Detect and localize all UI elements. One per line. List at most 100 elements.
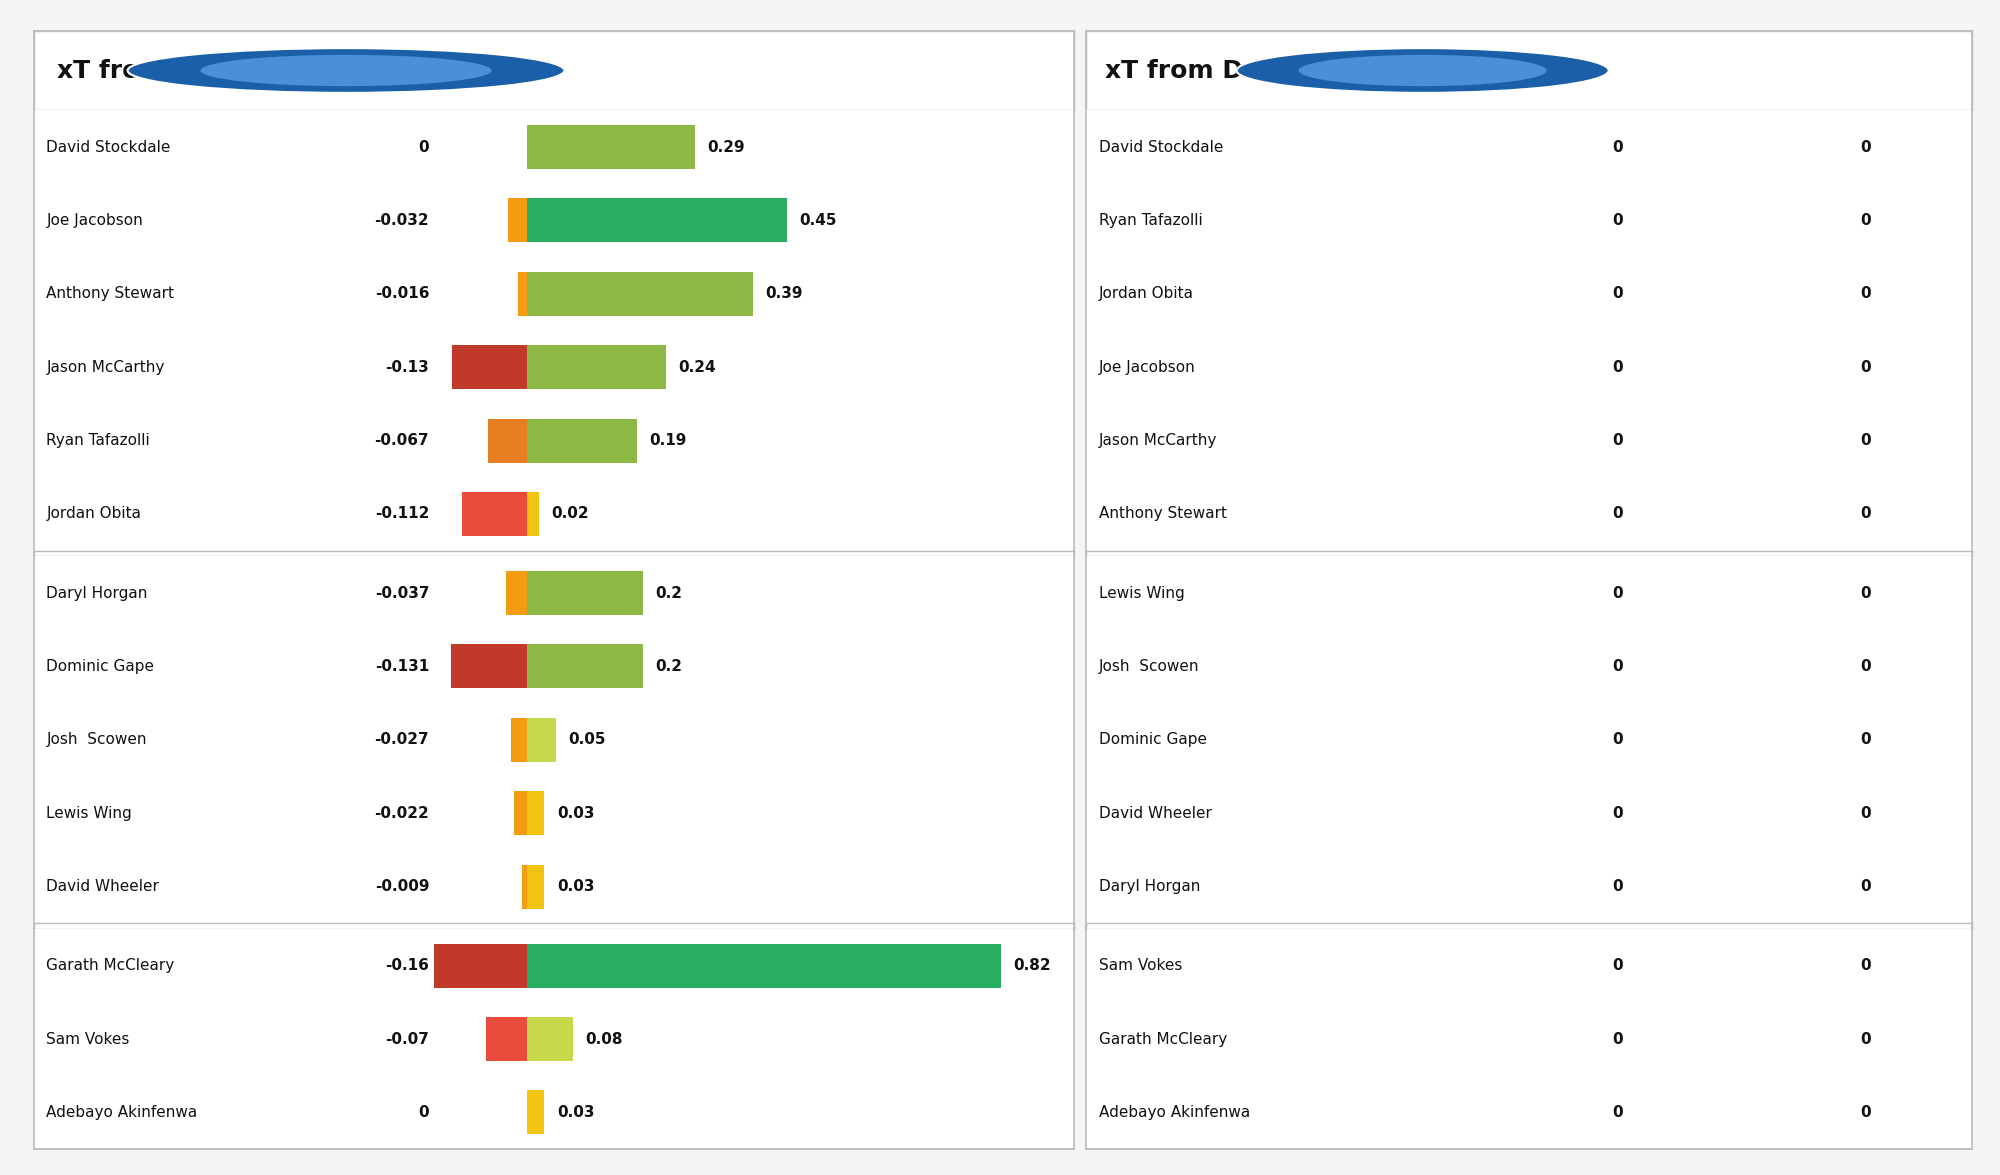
- Text: -0.009: -0.009: [374, 879, 430, 894]
- Text: Josh  Scowen: Josh Scowen: [1100, 659, 1200, 674]
- Text: Jason McCarthy: Jason McCarthy: [46, 360, 164, 375]
- Bar: [526, 944, 1002, 988]
- Bar: [518, 271, 526, 316]
- Ellipse shape: [1298, 55, 1546, 86]
- Bar: [512, 718, 526, 761]
- Text: -0.16: -0.16: [386, 959, 430, 973]
- Text: 0: 0: [1612, 1104, 1622, 1120]
- Text: 0.2: 0.2: [656, 585, 682, 600]
- Bar: [506, 571, 526, 616]
- Text: xT from Dribbles: xT from Dribbles: [1106, 59, 1340, 82]
- Text: 0: 0: [1612, 732, 1622, 747]
- Bar: [526, 791, 544, 835]
- Bar: [526, 718, 556, 761]
- Text: 0: 0: [1860, 287, 1870, 301]
- Bar: [526, 492, 538, 536]
- Text: Garath McCleary: Garath McCleary: [1100, 1032, 1228, 1047]
- Bar: [526, 199, 788, 242]
- Bar: [526, 865, 544, 908]
- Text: Daryl Horgan: Daryl Horgan: [46, 585, 148, 600]
- Text: 0: 0: [1860, 506, 1870, 522]
- Text: 0: 0: [1612, 959, 1622, 973]
- Text: David Wheeler: David Wheeler: [46, 879, 160, 894]
- Text: 0: 0: [1860, 1104, 1870, 1120]
- Text: Adebayo Akinfenwa: Adebayo Akinfenwa: [46, 1104, 198, 1120]
- Text: -0.032: -0.032: [374, 213, 430, 228]
- Text: David Wheeler: David Wheeler: [1100, 806, 1212, 820]
- Text: 0.24: 0.24: [678, 360, 716, 375]
- Text: 0: 0: [1612, 1032, 1622, 1047]
- Text: 0.45: 0.45: [800, 213, 838, 228]
- Bar: [486, 1018, 526, 1061]
- Text: Sam Vokes: Sam Vokes: [1100, 959, 1182, 973]
- Text: -0.067: -0.067: [374, 434, 430, 448]
- Bar: [452, 644, 526, 689]
- Text: 0: 0: [1860, 879, 1870, 894]
- Ellipse shape: [128, 48, 564, 93]
- Text: -0.016: -0.016: [374, 287, 430, 301]
- Bar: [526, 345, 666, 389]
- Bar: [526, 1018, 574, 1061]
- Text: -0.022: -0.022: [374, 806, 430, 820]
- Bar: [462, 492, 526, 536]
- Text: 0: 0: [1612, 585, 1622, 600]
- Text: Sam Vokes: Sam Vokes: [46, 1032, 130, 1047]
- Text: -0.037: -0.037: [374, 585, 430, 600]
- Text: David Stockdale: David Stockdale: [46, 140, 170, 155]
- Text: Jordan Obita: Jordan Obita: [46, 506, 142, 522]
- Bar: [526, 571, 642, 616]
- Text: 0.02: 0.02: [550, 506, 588, 522]
- Text: 0: 0: [1612, 879, 1622, 894]
- Text: 0: 0: [1612, 287, 1622, 301]
- Text: 0.08: 0.08: [586, 1032, 624, 1047]
- Text: 0: 0: [1612, 434, 1622, 448]
- Text: Ryan Tafazolli: Ryan Tafazolli: [1100, 213, 1204, 228]
- Text: Anthony Stewart: Anthony Stewart: [1100, 506, 1228, 522]
- Text: -0.112: -0.112: [374, 506, 430, 522]
- Text: xT from Passes: xT from Passes: [56, 59, 270, 82]
- Bar: [514, 791, 526, 835]
- Text: Dominic Gape: Dominic Gape: [46, 659, 154, 674]
- Text: 0: 0: [1860, 806, 1870, 820]
- Text: -0.07: -0.07: [386, 1032, 430, 1047]
- Text: Jason McCarthy: Jason McCarthy: [1100, 434, 1218, 448]
- Ellipse shape: [1236, 48, 1608, 93]
- Text: 0: 0: [1860, 732, 1870, 747]
- Text: Ryan Tafazolli: Ryan Tafazolli: [46, 434, 150, 448]
- Text: 0: 0: [1860, 360, 1870, 375]
- Text: Anthony Stewart: Anthony Stewart: [46, 287, 174, 301]
- Bar: [508, 199, 526, 242]
- Bar: [434, 944, 526, 988]
- Text: Lewis Wing: Lewis Wing: [46, 806, 132, 820]
- Text: 0: 0: [1612, 140, 1622, 155]
- Text: 0.03: 0.03: [556, 879, 594, 894]
- Text: -0.13: -0.13: [386, 360, 430, 375]
- Text: Josh  Scowen: Josh Scowen: [46, 732, 146, 747]
- Bar: [526, 271, 752, 316]
- Bar: [488, 418, 526, 463]
- Text: Lewis Wing: Lewis Wing: [1100, 585, 1186, 600]
- Bar: [526, 1090, 544, 1135]
- Text: 0.19: 0.19: [650, 434, 686, 448]
- Text: -0.027: -0.027: [374, 732, 430, 747]
- Text: 0.82: 0.82: [1014, 959, 1052, 973]
- Bar: [526, 644, 642, 689]
- Bar: [526, 418, 636, 463]
- Text: 0.05: 0.05: [568, 732, 606, 747]
- Text: Jordan Obita: Jordan Obita: [1100, 287, 1194, 301]
- Text: 0: 0: [1860, 434, 1870, 448]
- Text: 0: 0: [1612, 213, 1622, 228]
- Text: Dominic Gape: Dominic Gape: [1100, 732, 1208, 747]
- Text: 0: 0: [418, 140, 430, 155]
- Text: Joe Jacobson: Joe Jacobson: [46, 213, 144, 228]
- Text: Daryl Horgan: Daryl Horgan: [1100, 879, 1200, 894]
- Bar: [522, 865, 526, 908]
- Text: 0: 0: [1612, 659, 1622, 674]
- Bar: [526, 125, 694, 169]
- Text: 0: 0: [1860, 959, 1870, 973]
- Text: 0: 0: [1860, 585, 1870, 600]
- Text: 0: 0: [1612, 806, 1622, 820]
- Ellipse shape: [200, 55, 492, 86]
- Text: David Stockdale: David Stockdale: [1100, 140, 1224, 155]
- Text: 0: 0: [1860, 659, 1870, 674]
